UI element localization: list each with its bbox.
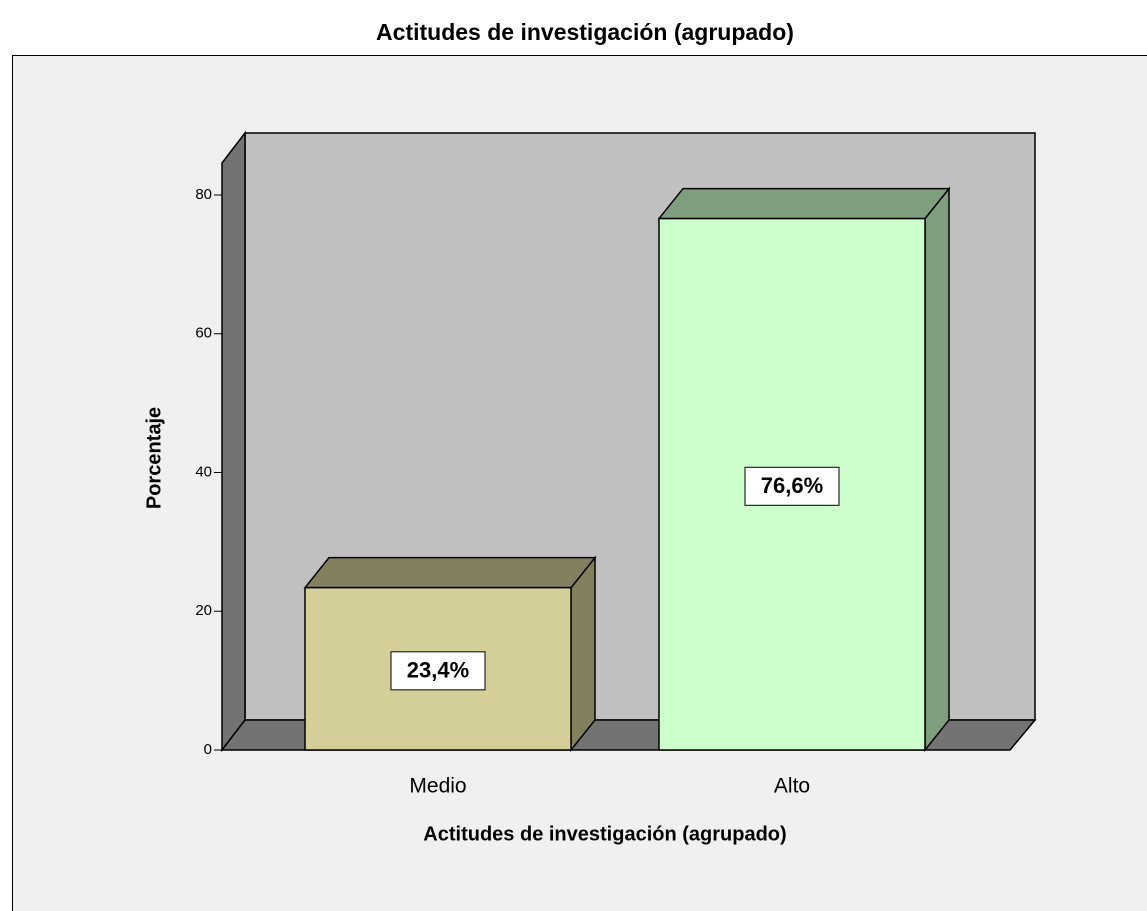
x-tick-label: Medio	[409, 775, 466, 798]
y-tick-label: 40	[195, 463, 212, 480]
x-axis-title: Actitudes de investigación (agrupado)	[423, 823, 786, 845]
y-tick-label: 60	[195, 325, 212, 342]
value-label: 23,4%	[407, 658, 469, 683]
y-tick-label: 0	[204, 741, 212, 758]
y-axis-title: Porcentaje	[143, 407, 165, 509]
bar-top	[657, 187, 951, 220]
y-tick-label: 20	[195, 602, 212, 619]
bar-side	[570, 555, 596, 753]
chart-title: Actitudes de investigación (agrupado)	[376, 19, 794, 45]
value-label: 76,6%	[761, 473, 823, 498]
value-label-box	[744, 466, 840, 506]
left-wall	[221, 130, 246, 753]
value-label-box	[390, 651, 486, 691]
bar-side	[924, 186, 950, 753]
y-tick-label: 80	[195, 186, 212, 203]
bar-top	[303, 556, 597, 589]
x-tick-label: Alto	[774, 775, 810, 798]
